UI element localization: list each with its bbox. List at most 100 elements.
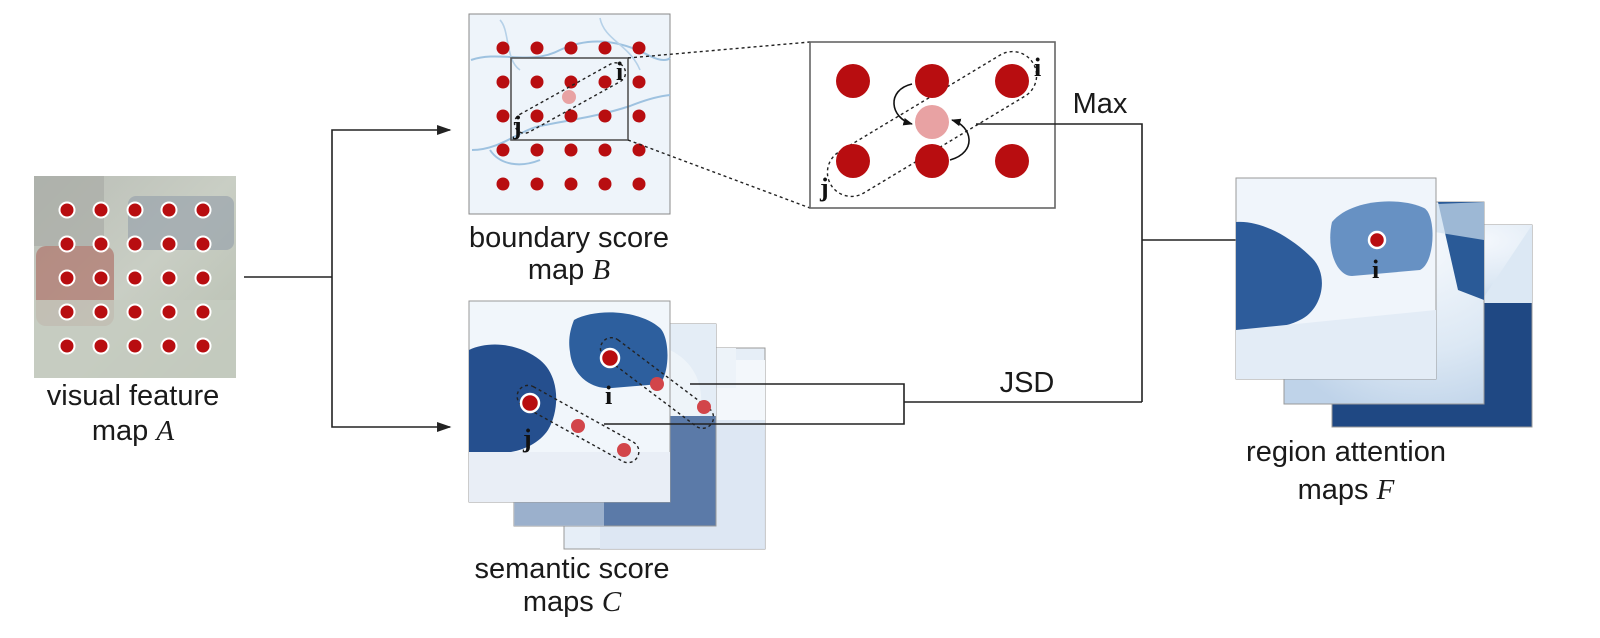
grid-dot (496, 41, 510, 55)
boundary-dot-grid (496, 41, 646, 191)
curved-arrow-top (893, 83, 913, 126)
grid-dot (126, 201, 144, 219)
zoom-dot (915, 64, 949, 98)
grid-dot (598, 109, 612, 123)
grid-dot (598, 143, 612, 157)
region-attention-maps: i (1235, 177, 1533, 428)
zoom-j-label: j (819, 173, 829, 202)
grid-dot (58, 337, 76, 355)
grid-dot (632, 143, 646, 157)
semantic-label-line1: semantic score (474, 553, 669, 585)
semantic-path-1 (516, 384, 640, 464)
attention-map-front: i (1235, 177, 1437, 380)
pixel-i-label: i (616, 57, 623, 86)
visual-feature-label-line2: map A (92, 415, 174, 447)
ground-gradient (1236, 310, 1436, 379)
boundary-contour-1 (470, 40, 671, 61)
curved-arrow-bottom (949, 118, 970, 161)
attention-pixel-i (1367, 230, 1387, 250)
jsd-connector-upper (690, 383, 905, 402)
boundary-contour-2 (471, 94, 671, 151)
grid-dot (160, 235, 178, 253)
grid-dot (92, 269, 110, 287)
boundary-contour-4 (599, 17, 641, 71)
visual-feature-label-line1: visual feature (47, 380, 220, 412)
semantic-endpoint (617, 443, 631, 457)
zoom-i-label: i (1034, 53, 1041, 82)
grid-dot (160, 269, 178, 287)
zoom-inset: i j (809, 41, 1056, 209)
jsd-label: JSD (1000, 367, 1055, 399)
grid-dot (58, 269, 76, 287)
semantic-midpoint (650, 377, 664, 391)
grid-dot (160, 201, 178, 219)
boundary-score-map: i j (468, 13, 671, 215)
grid-dot (530, 109, 544, 123)
boundary-contour-3 (489, 149, 541, 166)
zoom-window (510, 57, 629, 141)
grid-dot (126, 337, 144, 355)
region-label-line1: region attention (1246, 436, 1446, 468)
grid-dot (564, 75, 578, 89)
car-blob-center (569, 312, 668, 389)
grid-dot (160, 303, 178, 321)
zoom-line-top (627, 41, 811, 59)
boundary-label-line2: map B (528, 254, 610, 286)
symbol-f: F (1376, 474, 1395, 506)
symbol-b: B (592, 254, 610, 286)
grid-dot (530, 75, 544, 89)
zoom-intermediate-pixel (915, 105, 949, 139)
semantic-midpoint (571, 419, 585, 433)
grid-dot (632, 75, 646, 89)
semantic-endpoint (697, 400, 711, 414)
attention-i-label: i (1372, 255, 1379, 284)
zoom-dot (915, 144, 949, 178)
semantic-i-label: i (605, 381, 612, 410)
grid-dot (598, 41, 612, 55)
car-blob-left (469, 344, 557, 454)
grid-dot (92, 337, 110, 355)
feature-dot-grid (58, 201, 212, 355)
zoom-dot-i (995, 64, 1029, 98)
grid-dot (632, 177, 646, 191)
grid-dot (564, 109, 578, 123)
visual-feature-map (34, 176, 236, 378)
grid-dot (530, 177, 544, 191)
grid-dot (564, 41, 578, 55)
arrow-to-semantic-maps (331, 277, 452, 433)
grid-dot (126, 303, 144, 321)
grid-dot (496, 177, 510, 191)
grid-dot (496, 143, 510, 157)
zoom-dot (836, 64, 870, 98)
ground-region (469, 452, 670, 502)
boundary-label-line1: boundary score (469, 222, 669, 254)
zoom-path-outline (826, 50, 1038, 198)
zoom-dot-j (836, 144, 870, 178)
zoom-line-bottom (627, 139, 811, 209)
semantic-pixel-j (519, 392, 541, 414)
grid-dot (160, 337, 178, 355)
grid-dot (598, 177, 612, 191)
path-outline-i-j (513, 62, 627, 134)
grid-dot (92, 201, 110, 219)
grid-dot (530, 41, 544, 55)
grid-dot (92, 303, 110, 321)
grid-dot (194, 337, 212, 355)
grid-dot (58, 201, 76, 219)
semantic-pixel-i (599, 347, 621, 369)
symbol-c: C (602, 586, 622, 618)
grid-dot (58, 235, 76, 253)
grid-dot (632, 109, 646, 123)
grid-dot (194, 269, 212, 287)
pixel-j-label: j (512, 111, 522, 140)
grid-dot (564, 177, 578, 191)
grid-dot (632, 41, 646, 55)
grid-dot (194, 303, 212, 321)
grid-dot (530, 143, 544, 157)
grid-dot (92, 235, 110, 253)
region-label-line2: maps F (1298, 474, 1395, 506)
grid-dot (194, 235, 212, 253)
semantic-label-line2: maps C (523, 586, 622, 618)
intermediate-pixel (562, 90, 576, 104)
